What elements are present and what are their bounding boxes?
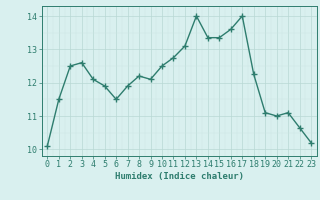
X-axis label: Humidex (Indice chaleur): Humidex (Indice chaleur) bbox=[115, 172, 244, 181]
